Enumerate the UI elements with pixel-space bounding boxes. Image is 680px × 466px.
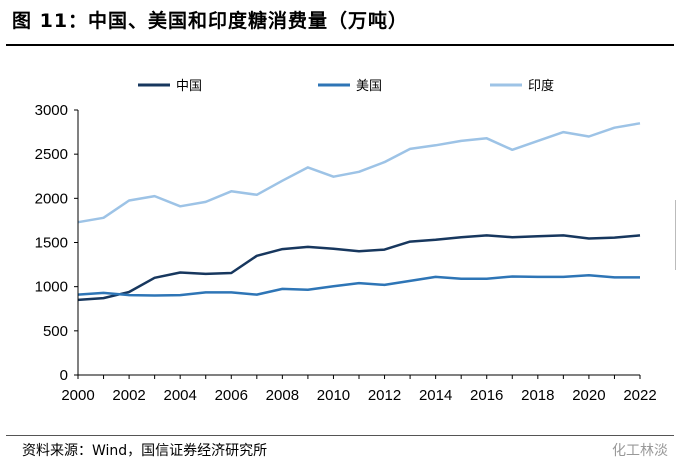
legend-label-1: 中国 [176, 79, 202, 94]
y-tick-label: 500 [43, 323, 68, 340]
y-tick-label: 2000 [35, 190, 68, 207]
page-title: 图 11：中国、美国和印度糖消费量（万吨） [12, 10, 409, 32]
source-note: 资料来源：Wind，国信证券经济研究所 [22, 443, 268, 459]
x-tick-label: 2014 [419, 387, 452, 404]
chart-axes [77, 110, 640, 376]
y-tick-label: 3000 [35, 102, 68, 119]
x-tick-label: 2020 [572, 387, 605, 404]
series-line-1 [77, 234, 641, 302]
y-tick-label: 2500 [35, 146, 68, 163]
x-tick-label: 2010 [317, 387, 350, 404]
x-tick-label: 2022 [623, 387, 656, 404]
y-axis-ticks: 0 500 1000 1500 2000 2500 3000 [35, 102, 78, 384]
x-tick-label: 2000 [61, 387, 94, 404]
consumption-line-chart: 中国 美国 印度 0 500 1000 1500 2000 2500 3000 2000 2002… [35, 78, 657, 404]
x-tick-label: 2012 [368, 387, 401, 404]
footer-rule [6, 435, 674, 436]
y-tick-label: 1000 [35, 279, 68, 296]
x-axis-ticks: 2000 2002 2004 2006 2008 2010 2012 2014 2016 2018… [61, 375, 657, 404]
x-tick-label: 2018 [521, 387, 554, 404]
title-rule [6, 44, 674, 46]
edge-mark [675, 200, 676, 270]
legend-label-3: 印度 [528, 78, 554, 94]
wechat-watermark: 化工林淡 [612, 443, 668, 459]
y-tick-label: 0 [60, 367, 68, 384]
chart-series [77, 122, 641, 302]
series-line-2 [77, 273, 640, 297]
x-tick-label: 2002 [112, 387, 145, 404]
y-tick-label: 1500 [35, 235, 68, 252]
x-tick-label: 2006 [215, 387, 248, 404]
legend-label-2: 美国 [356, 79, 382, 94]
series-line-3 [77, 122, 641, 224]
x-tick-label: 2008 [266, 387, 299, 404]
x-tick-label: 2004 [163, 387, 196, 404]
x-tick-label: 2016 [470, 387, 503, 404]
chart-legend: 中国 美国 印度 [138, 78, 554, 94]
